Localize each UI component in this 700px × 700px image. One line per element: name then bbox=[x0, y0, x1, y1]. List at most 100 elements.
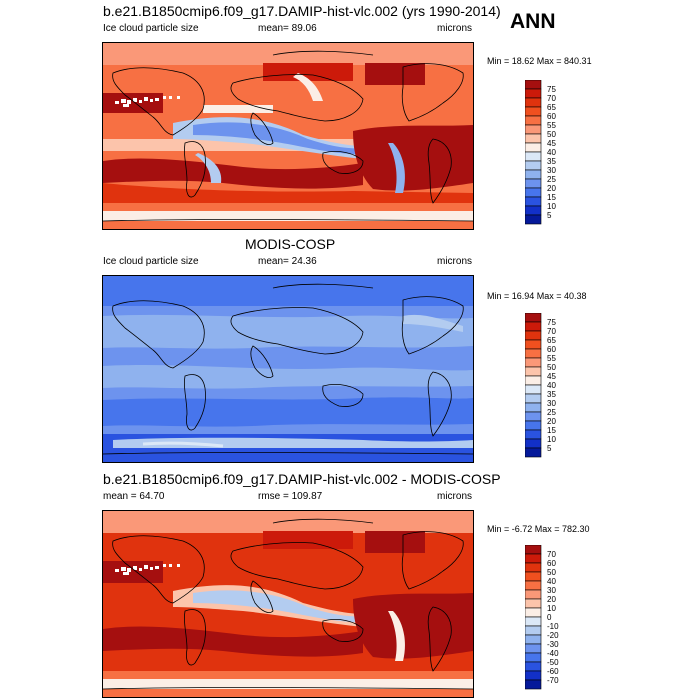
panel3-rmse-label: rmse = 109.87 bbox=[258, 491, 323, 502]
colorbar-tick-label: 70 bbox=[547, 327, 556, 336]
colorbar-box bbox=[525, 196, 542, 207]
colorbar-tick-label: 65 bbox=[547, 336, 556, 345]
colorbar-box bbox=[525, 106, 542, 117]
colorbar-tick-label: -60 bbox=[547, 667, 559, 676]
colorbar-tick-label: -50 bbox=[547, 658, 559, 667]
colorbar-box bbox=[525, 679, 542, 690]
colorbar-box bbox=[525, 589, 542, 600]
colorbar-tick-label: 40 bbox=[547, 577, 556, 586]
colorbar-box bbox=[525, 625, 542, 636]
panel3-map bbox=[102, 510, 474, 698]
colorbar-tick-label: 55 bbox=[547, 121, 556, 130]
colorbar-tick-label: 50 bbox=[547, 363, 556, 372]
colorbar-box bbox=[525, 151, 542, 162]
panel3-colorbar: 70 60 50 40 30 20 10 0 -10 -20 -30 -40 -50 -60 -70 bbox=[525, 545, 625, 695]
colorbar-tick-label: 70 bbox=[547, 550, 556, 559]
colorbar-box bbox=[525, 178, 542, 189]
colorbar-tick-label: 20 bbox=[547, 184, 556, 193]
panel1-mean-label: mean= 89.06 bbox=[258, 23, 317, 34]
panel1-map bbox=[102, 42, 474, 230]
colorbar-box bbox=[525, 553, 542, 564]
colorbar-tick-label: 50 bbox=[547, 568, 556, 577]
colorbar-tick-label: 45 bbox=[547, 372, 556, 381]
colorbar-box bbox=[525, 429, 542, 440]
colorbar-box bbox=[525, 205, 542, 216]
panel2-minmax: Min = 16.94 Max = 40.38 bbox=[487, 291, 587, 301]
colorbar-box bbox=[525, 160, 542, 171]
colorbar-box bbox=[525, 97, 542, 108]
colorbar-box bbox=[525, 571, 542, 582]
colorbar-tick-label: 5 bbox=[547, 211, 552, 220]
colorbar-tick-label: 60 bbox=[547, 112, 556, 121]
colorbar-box bbox=[525, 384, 542, 395]
colorbar-tick-label: 30 bbox=[547, 399, 556, 408]
colorbar-box bbox=[525, 187, 542, 198]
panel3-units-label: microns bbox=[437, 491, 473, 502]
colorbar-box bbox=[525, 661, 542, 672]
colorbar-tick-label: 10 bbox=[547, 435, 556, 444]
colorbar-box bbox=[525, 321, 542, 332]
colorbar-box bbox=[525, 402, 542, 413]
panel3-title: b.e21.B1850cmip6.f09_g17.DAMIP-hist-vlc.… bbox=[103, 471, 501, 487]
colorbar-box bbox=[525, 634, 542, 645]
colorbar-box bbox=[525, 562, 542, 573]
colorbar-box bbox=[525, 169, 542, 180]
colorbar-box bbox=[525, 214, 542, 225]
colorbar-box bbox=[525, 598, 542, 609]
colorbar-tick-label: 65 bbox=[547, 103, 556, 112]
panel1-title: b.e21.B1850cmip6.f09_g17.DAMIP-hist-vlc.… bbox=[103, 3, 501, 19]
colorbar-tick-label: 30 bbox=[547, 166, 556, 175]
colorbar-box bbox=[525, 133, 542, 144]
colorbar-box bbox=[525, 616, 542, 627]
colorbar-tick-label: -40 bbox=[547, 649, 559, 658]
colorbar-box bbox=[525, 313, 542, 323]
panel1-units-label: microns bbox=[437, 23, 473, 34]
colorbar-box bbox=[525, 366, 542, 377]
panel1-minmax: Min = 18.62 Max = 840.31 bbox=[487, 56, 592, 66]
colorbar-box bbox=[525, 607, 542, 618]
colorbar-box bbox=[525, 438, 542, 449]
colorbar-tick-label: 75 bbox=[547, 85, 556, 94]
colorbar-tick-label: 5 bbox=[547, 444, 552, 453]
panel2-units-label: microns bbox=[437, 256, 473, 267]
season-label: ANN bbox=[510, 10, 556, 33]
colorbar-tick-label: 35 bbox=[547, 157, 556, 166]
colorbar-tick-label: 15 bbox=[547, 193, 556, 202]
colorbar-box bbox=[525, 115, 542, 126]
colorbar-box bbox=[525, 580, 542, 591]
colorbar-box bbox=[525, 393, 542, 404]
colorbar-tick-label: 15 bbox=[547, 426, 556, 435]
colorbar-tick-label: 25 bbox=[547, 408, 556, 417]
colorbar-box bbox=[525, 330, 542, 341]
panel3-minmax: Min = -6.72 Max = 782.30 bbox=[487, 524, 590, 534]
panel2-title: MODIS-COSP bbox=[245, 236, 336, 252]
panel3-mean-label: mean = 64.70 bbox=[103, 491, 165, 502]
colorbar-tick-label: 75 bbox=[547, 318, 556, 327]
colorbar-box bbox=[525, 375, 542, 386]
panel2-colorbar: 75 70 65 60 55 50 45 40 35 30 25 20 15 10 5 bbox=[525, 313, 625, 463]
colorbar-tick-label: -10 bbox=[547, 622, 559, 631]
colorbar-box bbox=[525, 348, 542, 359]
colorbar-tick-label: 55 bbox=[547, 354, 556, 363]
colorbar-box bbox=[525, 88, 542, 99]
colorbar-tick-label: -20 bbox=[547, 631, 559, 640]
colorbar-tick-label: -70 bbox=[547, 676, 559, 685]
colorbar-tick-label: -30 bbox=[547, 640, 559, 649]
colorbar-tick-label: 10 bbox=[547, 202, 556, 211]
panel1-colorbar: 75 70 65 60 55 50 45 40 35 30 25 20 15 10 5 bbox=[525, 80, 625, 230]
panel2-map bbox=[102, 275, 474, 463]
colorbar-tick-label: 25 bbox=[547, 175, 556, 184]
colorbar-tick-label: 40 bbox=[547, 381, 556, 390]
colorbar-tick-label: 20 bbox=[547, 595, 556, 604]
colorbar-tick-label: 70 bbox=[547, 94, 556, 103]
colorbar-box bbox=[525, 142, 542, 153]
colorbar-box bbox=[525, 420, 542, 431]
colorbar-box bbox=[525, 643, 542, 654]
panel2-mean-label: mean= 24.36 bbox=[258, 256, 317, 267]
colorbar-box bbox=[525, 80, 542, 90]
colorbar-tick-label: 50 bbox=[547, 130, 556, 139]
colorbar-tick-label: 60 bbox=[547, 345, 556, 354]
colorbar-tick-label: 0 bbox=[547, 613, 552, 622]
colorbar-box bbox=[525, 670, 542, 681]
colorbar-box bbox=[525, 411, 542, 422]
